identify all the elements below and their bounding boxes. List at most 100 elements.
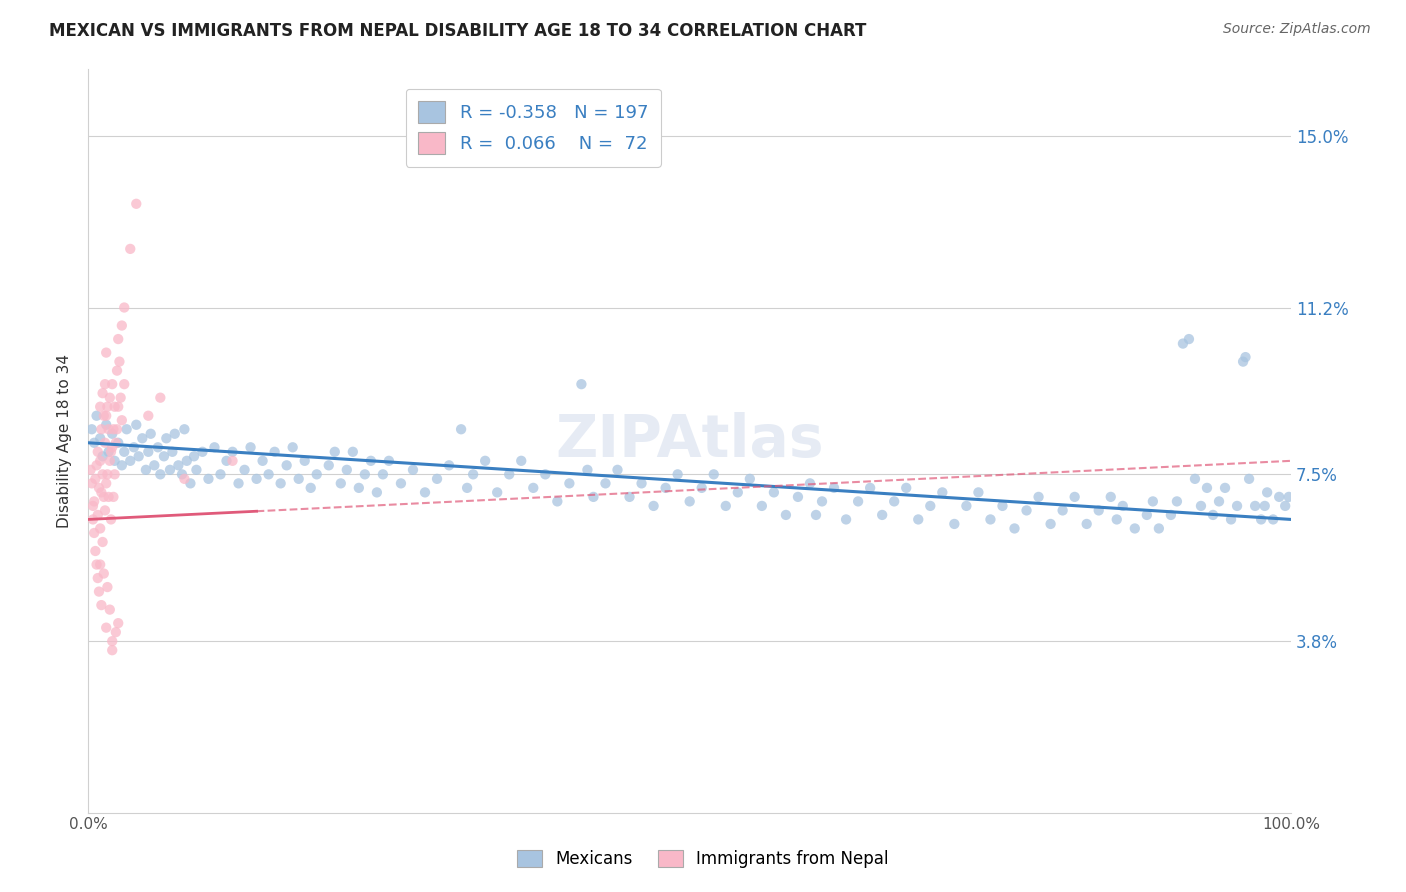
Point bbox=[270, 476, 292, 491]
Point bbox=[276, 458, 298, 473]
Point bbox=[1254, 499, 1277, 513]
Point bbox=[522, 481, 544, 495]
Point bbox=[115, 422, 138, 436]
Point bbox=[89, 431, 111, 445]
Point bbox=[146, 440, 169, 454]
Point bbox=[979, 512, 1001, 526]
Point bbox=[136, 445, 159, 459]
Point bbox=[1004, 521, 1026, 535]
Point bbox=[86, 458, 108, 473]
Point bbox=[112, 301, 135, 315]
Point bbox=[209, 467, 232, 482]
Point bbox=[1189, 499, 1212, 513]
Point bbox=[920, 499, 942, 513]
Point bbox=[98, 454, 121, 468]
Point bbox=[571, 377, 593, 392]
Point bbox=[170, 467, 193, 482]
Point bbox=[799, 476, 821, 491]
Point bbox=[173, 472, 195, 486]
Point bbox=[87, 508, 110, 522]
Point bbox=[1244, 499, 1267, 513]
Point bbox=[89, 521, 111, 535]
Point bbox=[83, 494, 105, 508]
Point bbox=[413, 485, 436, 500]
Point bbox=[595, 476, 617, 491]
Point bbox=[1105, 512, 1128, 526]
Point bbox=[101, 643, 124, 657]
Point bbox=[378, 454, 401, 468]
Point bbox=[221, 454, 243, 468]
Point bbox=[228, 476, 250, 491]
Point bbox=[97, 445, 120, 459]
Point bbox=[1213, 481, 1236, 495]
Point bbox=[155, 431, 177, 445]
Point bbox=[245, 472, 267, 486]
Point bbox=[835, 512, 858, 526]
Point bbox=[149, 467, 172, 482]
Point bbox=[654, 481, 676, 495]
Point bbox=[252, 454, 274, 468]
Y-axis label: Disability Age 18 to 34: Disability Age 18 to 34 bbox=[58, 353, 72, 527]
Point bbox=[90, 598, 112, 612]
Point bbox=[318, 458, 340, 473]
Point bbox=[486, 485, 509, 500]
Point bbox=[463, 467, 485, 482]
Point bbox=[281, 440, 304, 454]
Point bbox=[97, 422, 120, 436]
Point bbox=[1015, 503, 1038, 517]
Point bbox=[108, 354, 131, 368]
Point bbox=[1123, 521, 1146, 535]
Point bbox=[89, 400, 111, 414]
Point bbox=[107, 435, 129, 450]
Point bbox=[1052, 503, 1074, 517]
Point bbox=[1099, 490, 1122, 504]
Point bbox=[738, 472, 761, 486]
Point bbox=[98, 391, 121, 405]
Point bbox=[98, 602, 121, 616]
Point bbox=[450, 422, 472, 436]
Point bbox=[389, 476, 412, 491]
Point bbox=[104, 400, 127, 414]
Point bbox=[474, 454, 496, 468]
Point bbox=[558, 476, 581, 491]
Point bbox=[111, 413, 134, 427]
Point bbox=[336, 463, 359, 477]
Point bbox=[1147, 521, 1170, 535]
Point bbox=[1195, 481, 1218, 495]
Point bbox=[94, 377, 117, 392]
Point bbox=[402, 463, 425, 477]
Point bbox=[89, 558, 111, 572]
Point bbox=[136, 409, 159, 423]
Point bbox=[1028, 490, 1050, 504]
Point bbox=[90, 485, 112, 500]
Point bbox=[299, 481, 322, 495]
Point bbox=[101, 426, 124, 441]
Legend: Mexicans, Immigrants from Nepal: Mexicans, Immigrants from Nepal bbox=[510, 843, 896, 875]
Point bbox=[91, 467, 114, 482]
Point bbox=[931, 485, 953, 500]
Point bbox=[714, 499, 737, 513]
Point bbox=[96, 580, 118, 594]
Point bbox=[347, 481, 370, 495]
Point bbox=[104, 467, 127, 482]
Point bbox=[149, 391, 172, 405]
Point bbox=[1142, 494, 1164, 508]
Point bbox=[366, 485, 388, 500]
Point bbox=[727, 485, 749, 500]
Point bbox=[87, 571, 110, 585]
Point bbox=[176, 454, 198, 468]
Point bbox=[87, 481, 110, 495]
Point bbox=[104, 454, 127, 468]
Point bbox=[360, 454, 382, 468]
Point bbox=[120, 454, 142, 468]
Point bbox=[1063, 490, 1085, 504]
Point bbox=[967, 485, 990, 500]
Point bbox=[94, 503, 117, 517]
Point bbox=[125, 417, 148, 432]
Point bbox=[437, 458, 460, 473]
Point bbox=[191, 445, 214, 459]
Point bbox=[96, 400, 118, 414]
Point bbox=[1232, 354, 1254, 368]
Point bbox=[125, 196, 148, 211]
Point bbox=[263, 445, 285, 459]
